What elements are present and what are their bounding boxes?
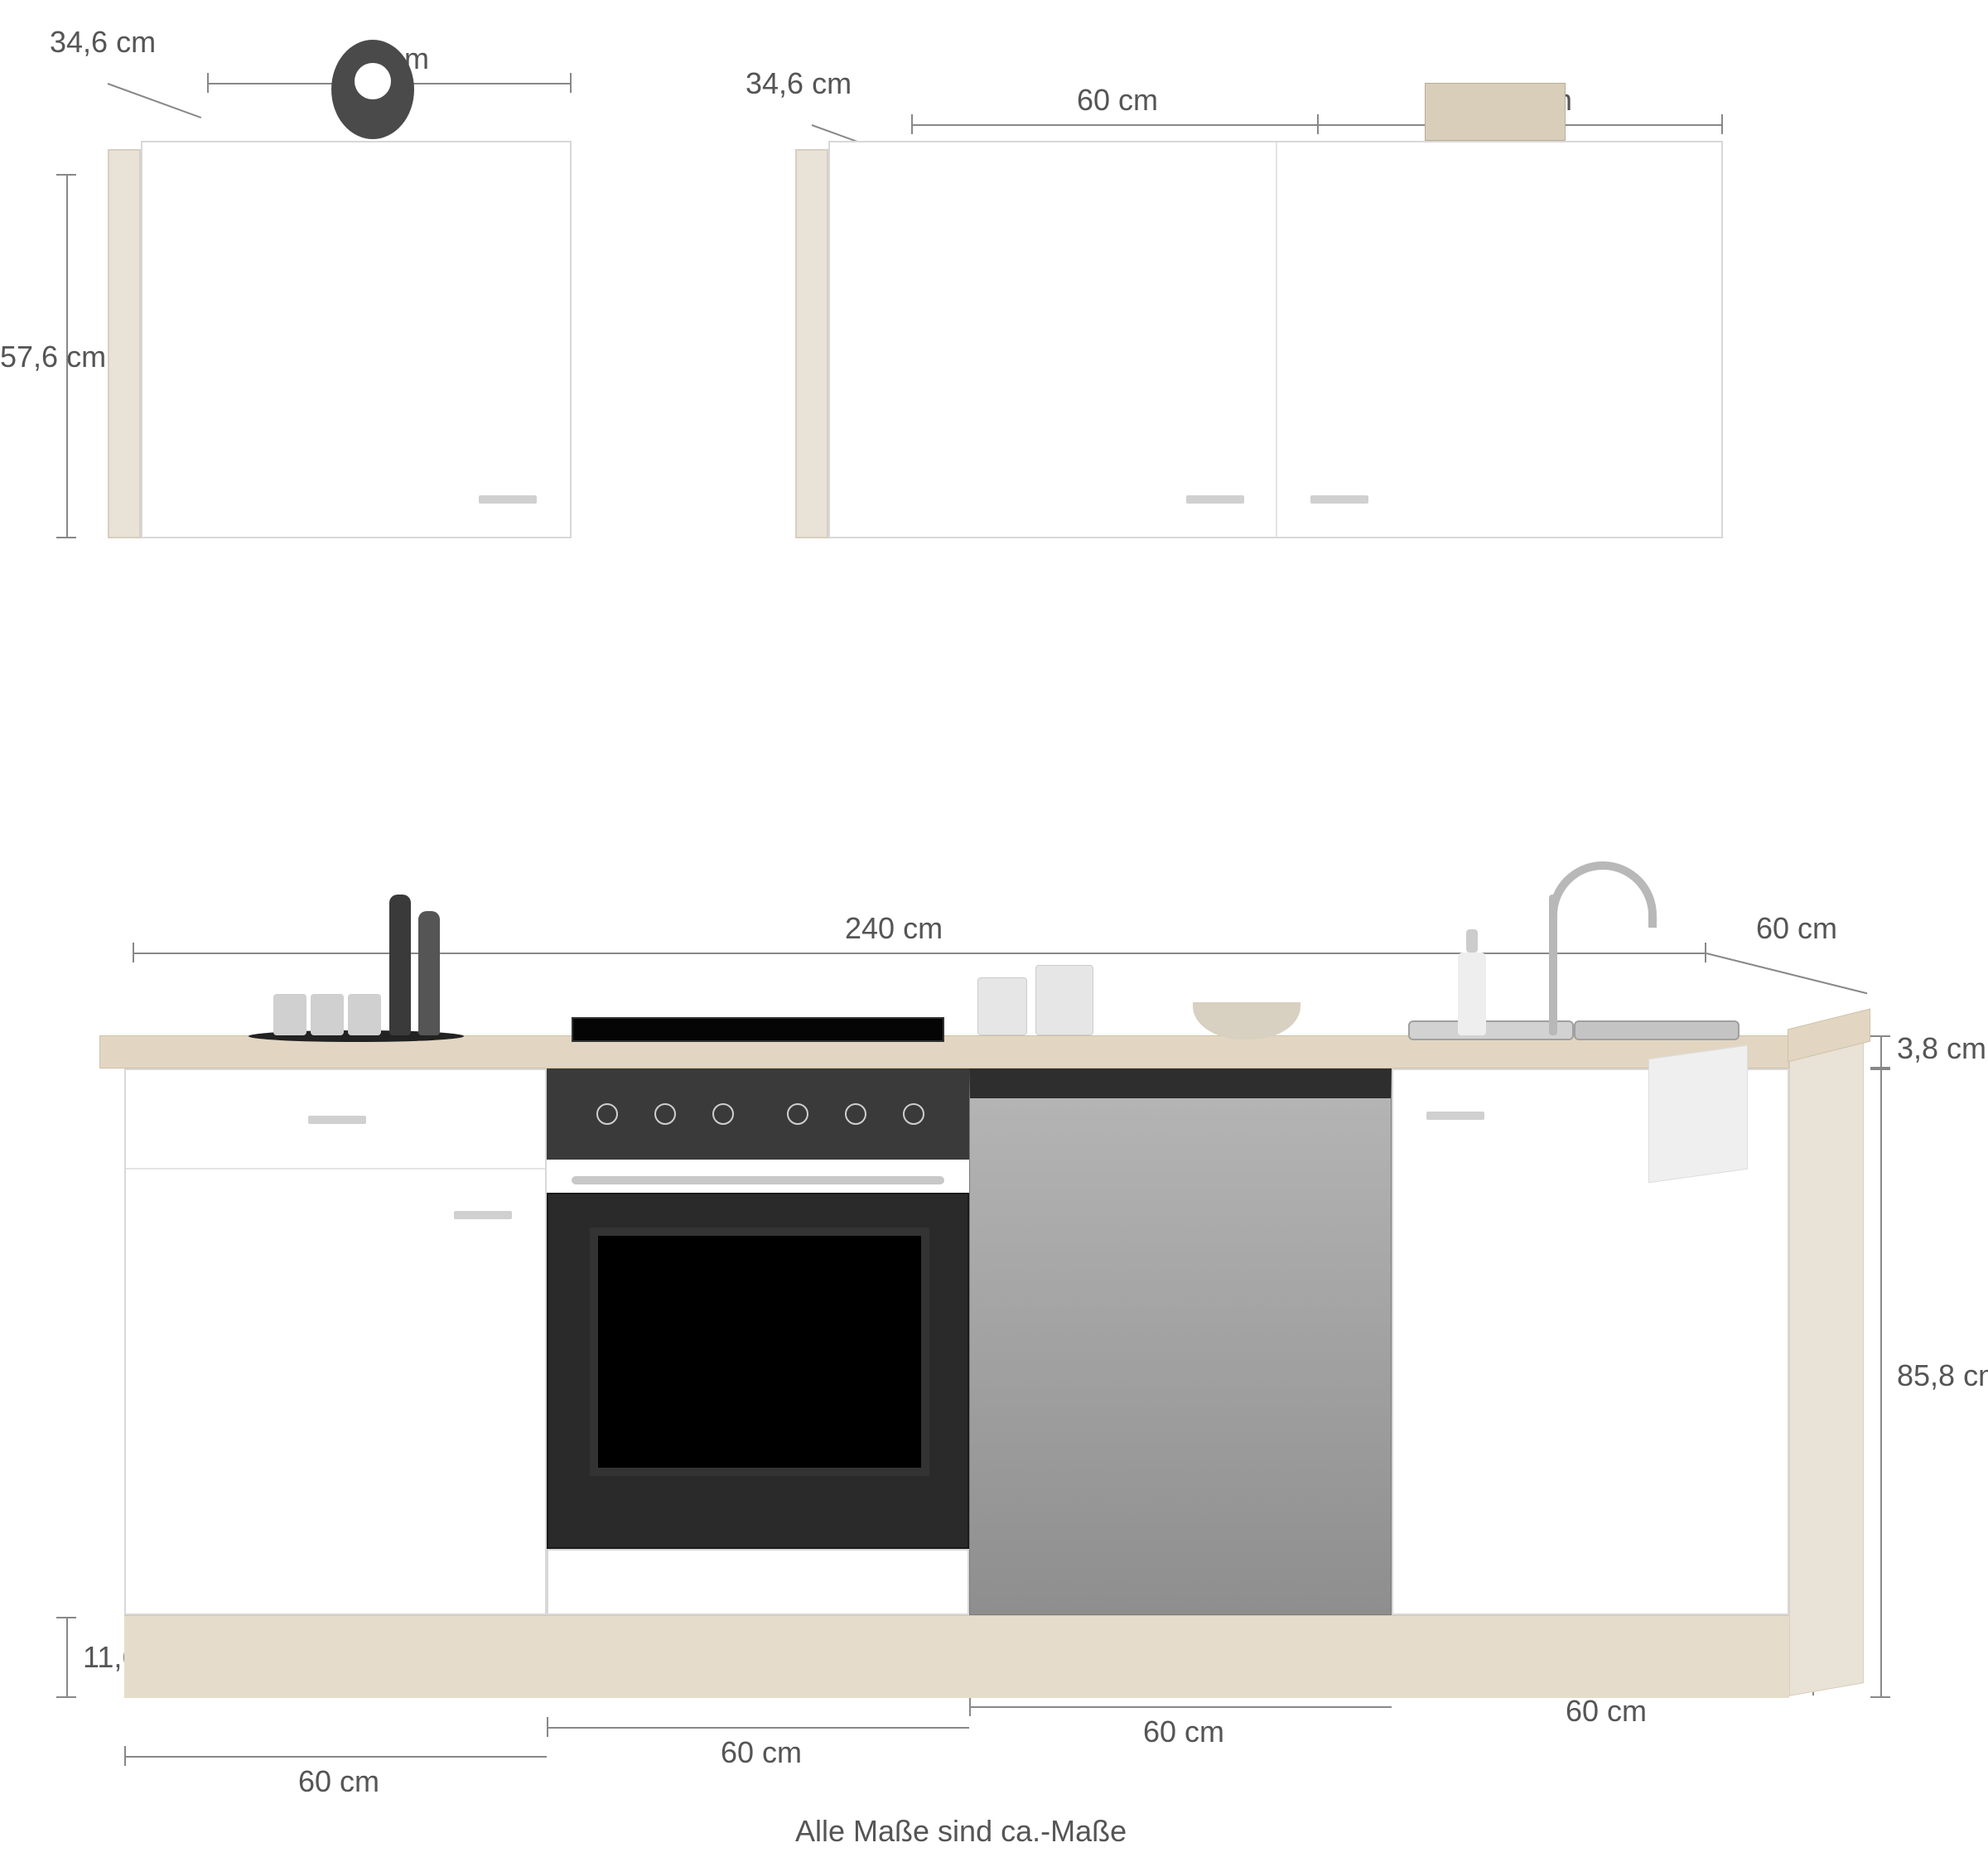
tick — [911, 114, 913, 134]
dimline — [1880, 1068, 1882, 1698]
dim-mod-3: 60 cm — [1143, 1715, 1224, 1749]
dimline — [1706, 953, 1868, 994]
exhaust-filter — [1425, 83, 1566, 141]
faucet-arc — [1549, 861, 1657, 928]
dimline — [969, 1706, 1392, 1708]
pepper-mill — [389, 895, 411, 1035]
tick — [56, 537, 76, 538]
oven-window — [590, 1228, 929, 1476]
dim-mod-1: 60 cm — [298, 1764, 379, 1799]
dimline — [66, 1617, 68, 1698]
vase-decor — [331, 40, 414, 139]
canister-decor — [1035, 965, 1093, 1035]
dishwasher — [969, 1068, 1392, 1615]
dim-upper-left-depth: 34,6 cm — [50, 25, 156, 60]
tick — [570, 73, 572, 93]
tick — [124, 1746, 126, 1766]
dimline — [124, 1756, 547, 1758]
tick — [1721, 114, 1723, 134]
tick — [1870, 1696, 1890, 1698]
jar-decor — [311, 994, 344, 1035]
door-handle — [454, 1211, 512, 1219]
tick — [56, 1617, 76, 1618]
canister-decor — [977, 977, 1027, 1035]
dim-countertop-thk: 3,8 cm — [1897, 1031, 1986, 1066]
tick — [207, 73, 209, 93]
drawer-handle — [308, 1116, 366, 1124]
door-divider — [1276, 142, 1277, 537]
dimline — [547, 1727, 969, 1729]
plinth — [124, 1615, 1789, 1698]
tick — [547, 1717, 548, 1737]
soap-bottle — [1458, 953, 1486, 1035]
dim-upper-right-depth: 34,6 cm — [746, 66, 852, 101]
oven-bottom-drawer — [547, 1549, 969, 1615]
upper-right-side — [795, 149, 828, 538]
mortar-decor — [1193, 1002, 1300, 1039]
tick — [969, 1696, 971, 1716]
base-cabinet-1 — [124, 1068, 547, 1615]
dim-lower-depth: 60 cm — [1756, 911, 1837, 946]
oven-knob — [654, 1103, 676, 1125]
tick — [1870, 1035, 1890, 1037]
dim-upper-left-height: 57,6 cm — [0, 340, 106, 374]
oven-handle — [572, 1176, 944, 1184]
oven-door — [547, 1193, 969, 1549]
oven-control-panel — [547, 1068, 969, 1160]
door-handle — [1426, 1112, 1484, 1120]
dimline — [108, 83, 201, 118]
pepper-mill — [418, 911, 440, 1035]
dim-mod-2: 60 cm — [721, 1735, 802, 1770]
tick — [1317, 114, 1319, 134]
diagram-stage: 34,6 cm 60 cm 57,6 cm 34,6 cm 60 cm 60 c… — [0, 0, 1988, 1857]
oven-module — [547, 1068, 969, 1615]
dimline — [1880, 1035, 1882, 1068]
tick — [56, 174, 76, 176]
jar-decor — [348, 994, 381, 1035]
dim-total-height: 85,8 cm — [1897, 1358, 1988, 1393]
tick — [56, 1696, 76, 1698]
oven-knob — [787, 1103, 808, 1125]
dim-upper-right-w1: 60 cm — [1077, 83, 1158, 118]
dim-mod-4: 60 cm — [1566, 1694, 1647, 1729]
caption: Alle Maße sind ca.-Maße — [795, 1814, 1127, 1849]
jar-decor — [273, 994, 306, 1035]
cabinet-handle — [1186, 495, 1244, 504]
tea-towel — [1648, 1045, 1748, 1184]
cabinet-handle — [479, 495, 537, 504]
tick — [1870, 1068, 1890, 1070]
oven-knob — [903, 1103, 924, 1125]
upper-right-cabinet — [828, 141, 1723, 538]
upper-left-cabinet — [141, 141, 572, 538]
sink-basin — [1574, 1020, 1740, 1040]
cabinet-handle — [1310, 495, 1368, 504]
tick — [133, 943, 134, 962]
oven-knob — [712, 1103, 734, 1125]
oven-knob — [845, 1103, 866, 1125]
oven-knob — [596, 1103, 618, 1125]
hob — [572, 1017, 944, 1042]
lower-side-panel — [1789, 1037, 1864, 1696]
dim-lower-width: 240 cm — [845, 911, 943, 946]
upper-left-side — [108, 149, 141, 538]
